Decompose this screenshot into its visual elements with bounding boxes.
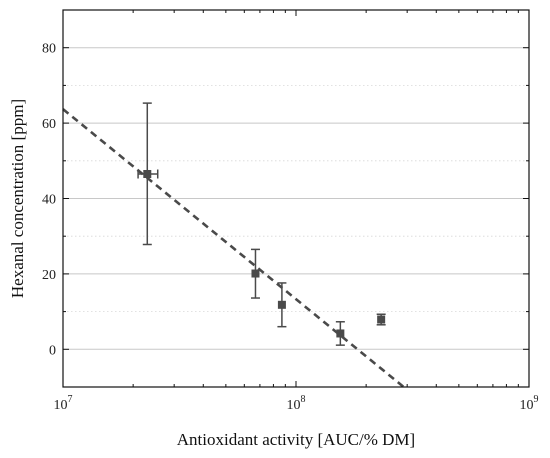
x-tick-exponent: 7 xyxy=(68,394,73,405)
x-tick-exponent: 9 xyxy=(534,394,539,405)
regression-fit-line xyxy=(62,108,405,389)
square-marker xyxy=(336,329,345,338)
square-marker xyxy=(251,269,260,278)
square-marker xyxy=(377,315,386,324)
x-tick-mantissa: 10 xyxy=(54,398,68,413)
data-point xyxy=(335,321,345,346)
x-tick-label: 109 xyxy=(520,394,539,413)
y-axis-title: Hexanal concentration [ppm] xyxy=(8,99,27,298)
y-tick-label: 20 xyxy=(42,268,56,283)
grid-lines xyxy=(63,9,529,388)
x-tick-exponent: 8 xyxy=(301,394,306,405)
square-marker xyxy=(143,169,152,178)
data-point xyxy=(137,102,159,246)
y-tick-label: 40 xyxy=(42,193,56,208)
x-tick-label: 107 xyxy=(54,394,73,413)
fit-line-layer xyxy=(62,108,405,389)
x-tick-mantissa: 10 xyxy=(287,398,301,413)
data-points xyxy=(137,102,386,346)
data-point xyxy=(250,248,260,299)
x-tick-label: 108 xyxy=(287,394,306,413)
y-tick-label: 60 xyxy=(42,117,56,132)
axis-ticks xyxy=(62,9,530,388)
data-point xyxy=(376,313,386,326)
y-tick-label: 80 xyxy=(42,42,56,57)
square-marker xyxy=(277,300,286,309)
x-tick-mantissa: 10 xyxy=(520,398,534,413)
data-point xyxy=(277,282,287,328)
y-tick-label: 0 xyxy=(49,343,56,358)
x-axis-title: Antioxidant activity [AUC/% DM] xyxy=(177,430,415,449)
